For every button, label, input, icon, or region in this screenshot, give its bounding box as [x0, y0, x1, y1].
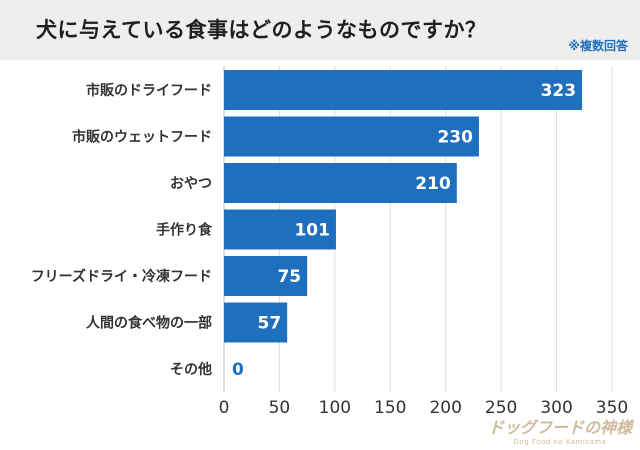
x-tick-label: 300 [540, 398, 572, 418]
category-label: 市販のドライフード [86, 82, 212, 99]
x-tick-label: 50 [269, 398, 291, 418]
x-tick-label: 200 [429, 398, 461, 418]
x-tick-label: 350 [596, 398, 628, 418]
x-tick-labels: 0 50 100 150 200 250 300 350 [219, 398, 629, 418]
category-label: 手作り食 [156, 222, 213, 239]
watermark-subtext: Dog Food no Kamisama [513, 438, 607, 446]
bar-0 [224, 70, 583, 110]
x-tick-label: 250 [485, 398, 517, 418]
value-label: 210 [415, 174, 451, 194]
value-label: 323 [541, 81, 577, 101]
bar-3 [224, 209, 336, 250]
bar-4 [224, 256, 308, 296]
bar-5 [224, 302, 288, 343]
chart-title: 犬に与えている食事はどのようなものですか？ [36, 18, 487, 42]
x-tick-label: 100 [319, 398, 351, 418]
bar-1 [224, 116, 479, 157]
value-label: 75 [277, 267, 301, 287]
x-tick-label: 150 [374, 398, 406, 418]
value-labels: 323 230 210 101 75 57 0 [232, 81, 576, 380]
watermark-logo-text: ドッグフードの神様 [487, 418, 632, 437]
category-label: フリーズドライ・冷凍フード [31, 268, 212, 285]
category-label: その他 [170, 361, 212, 378]
category-label: 市販のウェットフード [72, 129, 212, 146]
bars [224, 70, 583, 343]
value-label: 101 [294, 221, 330, 241]
category-labels: 市販のドライフード市販のウェットフードおやつ手作り食フリーズドライ・冷凍フード人… [31, 82, 213, 378]
title-band [0, 0, 640, 60]
multiple-answer-note: ※複数回答 [568, 39, 628, 53]
x-tick-label: 0 [219, 398, 230, 418]
brand-watermark: ドッグフードの神様 Dog Food no Kamisama [488, 414, 632, 446]
category-label: おやつ [170, 176, 212, 192]
value-label: 0 [232, 360, 244, 380]
category-label: 人間の食べ物の一部 [86, 315, 212, 332]
bar-2 [224, 163, 457, 203]
value-label: 230 [437, 128, 473, 148]
value-label: 57 [258, 314, 282, 334]
